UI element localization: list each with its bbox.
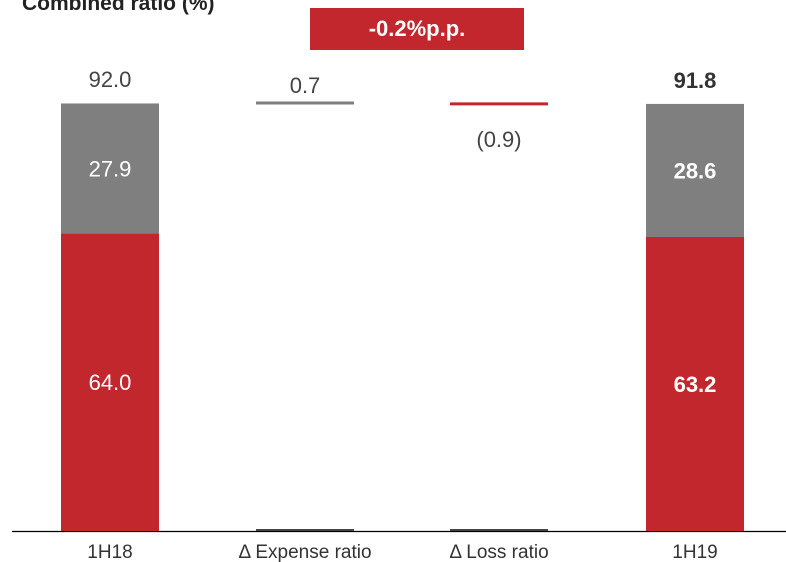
chart-title: Combined ratio (%) — [22, 0, 215, 15]
x-tick-label-0: 1H18 — [87, 542, 132, 562]
x-tick-label-3: 1H19 — [672, 542, 717, 562]
bar-1h18-expense — [61, 103, 159, 234]
bar-1h18-loss — [61, 233, 159, 531]
label-1h19-loss: 63.2 — [674, 372, 717, 397]
bar-1h19-loss — [646, 236, 744, 531]
label-1h18-expense: 27.9 — [89, 156, 132, 181]
label-1h19-expense: 28.6 — [674, 158, 717, 183]
label-1h18-loss: 64.0 — [89, 370, 132, 395]
x-tick-label-1: Δ Expense ratio — [238, 542, 371, 562]
change-badge: -0.2%p.p. — [310, 8, 524, 50]
delta-label-expense: 0.7 — [290, 73, 321, 98]
total-label-1h19: 91.8 — [674, 68, 717, 93]
total-label-1h18: 92.0 — [89, 67, 132, 92]
delta-label-loss: (0.9) — [476, 127, 521, 152]
x-tick-label-2: Δ Loss ratio — [449, 542, 548, 562]
bar-1h19-expense — [646, 103, 744, 237]
